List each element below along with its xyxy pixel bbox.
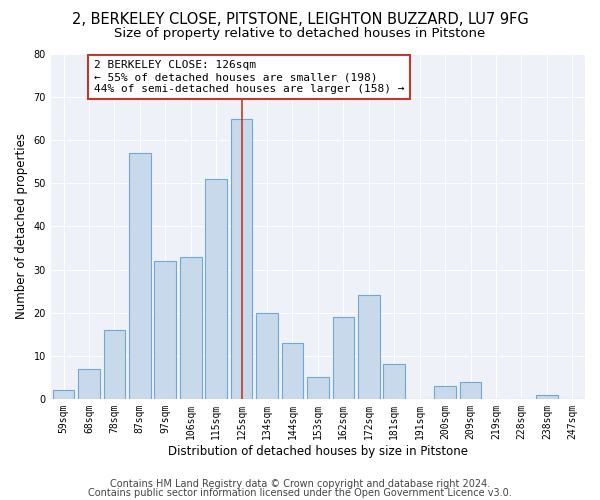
Bar (231, 118, 253, 399)
Bar (180, 256, 202, 399)
Bar (104, 330, 125, 399)
Bar (256, 312, 278, 399)
Bar (281, 343, 303, 399)
Bar (460, 382, 481, 399)
Bar (307, 378, 329, 399)
Bar (434, 386, 456, 399)
Bar (205, 179, 227, 399)
Bar (383, 364, 405, 399)
Bar (332, 317, 354, 399)
Bar (358, 296, 380, 399)
Bar (536, 394, 557, 399)
Text: 2 BERKELEY CLOSE: 126sqm
← 55% of detached houses are smaller (198)
44% of semi-: 2 BERKELEY CLOSE: 126sqm ← 55% of detach… (94, 60, 404, 94)
Bar (129, 153, 151, 399)
Bar (154, 261, 176, 399)
Bar (78, 368, 100, 399)
Text: Contains HM Land Registry data © Crown copyright and database right 2024.: Contains HM Land Registry data © Crown c… (110, 479, 490, 489)
Bar (53, 390, 74, 399)
X-axis label: Distribution of detached houses by size in Pitstone: Distribution of detached houses by size … (168, 444, 468, 458)
Text: Size of property relative to detached houses in Pitstone: Size of property relative to detached ho… (115, 28, 485, 40)
Text: 2, BERKELEY CLOSE, PITSTONE, LEIGHTON BUZZARD, LU7 9FG: 2, BERKELEY CLOSE, PITSTONE, LEIGHTON BU… (71, 12, 529, 28)
Y-axis label: Number of detached properties: Number of detached properties (15, 134, 28, 320)
Text: Contains public sector information licensed under the Open Government Licence v3: Contains public sector information licen… (88, 488, 512, 498)
